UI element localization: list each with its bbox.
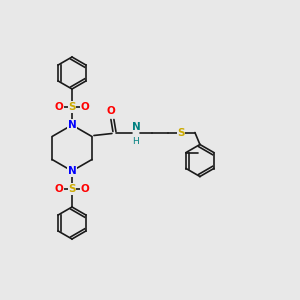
Text: N: N <box>68 166 76 176</box>
Text: O: O <box>55 102 63 112</box>
Text: S: S <box>177 128 185 137</box>
Text: S: S <box>68 102 76 112</box>
Text: O: O <box>81 102 89 112</box>
Text: O: O <box>55 184 63 194</box>
Text: N: N <box>68 120 76 130</box>
Text: N: N <box>131 122 140 131</box>
Text: O: O <box>81 184 89 194</box>
Text: O: O <box>106 106 115 116</box>
Text: S: S <box>68 184 76 194</box>
Text: H: H <box>133 137 139 146</box>
